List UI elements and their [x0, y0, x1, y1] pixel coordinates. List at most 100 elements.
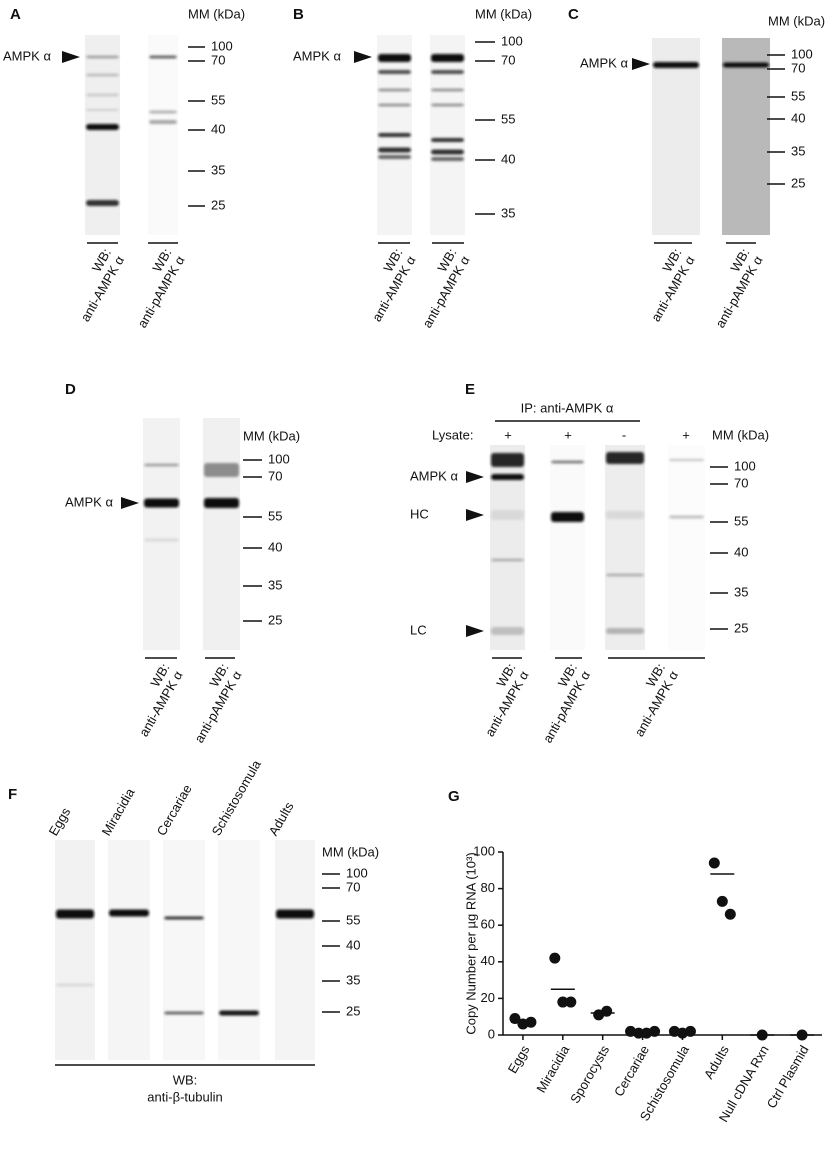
data-point: [565, 996, 577, 1008]
marker-label: 100: [734, 458, 756, 473]
marker-label: 70: [734, 475, 748, 490]
band: [109, 909, 149, 917]
marker-label: 55: [211, 92, 225, 107]
marker-label: 100: [791, 46, 813, 61]
band: [86, 73, 119, 77]
lysate-sign: +: [682, 427, 690, 442]
arrowhead: [632, 58, 650, 70]
mm-title: MM (kDa): [712, 427, 769, 442]
band: [378, 133, 411, 137]
band: [491, 510, 524, 520]
blot-lane: [668, 445, 705, 650]
band: [551, 460, 584, 464]
mm-title: MM (kDa): [243, 428, 300, 443]
band: [86, 109, 119, 111]
data-point: [708, 857, 720, 869]
blot-lane: [218, 840, 260, 1060]
blot-lane: [163, 840, 205, 1060]
panel-label: C: [568, 6, 579, 23]
data-point: [724, 908, 736, 920]
marker-label: 70: [501, 52, 515, 67]
blot-lane: [722, 38, 770, 235]
band: [144, 498, 179, 508]
y-tick-label: 100: [473, 843, 495, 858]
marker-label: 35: [211, 162, 225, 177]
arrow-label: LC: [410, 622, 427, 637]
band: [86, 93, 119, 97]
marker-label: 100: [211, 38, 233, 53]
blot-lane: [430, 35, 465, 235]
arrowhead: [62, 51, 80, 63]
marker-label: 70: [268, 468, 282, 483]
band: [149, 120, 177, 124]
blot-lane: [143, 418, 180, 650]
blot-lane: [55, 840, 95, 1060]
band: [378, 88, 411, 92]
panel-label: F: [8, 786, 17, 803]
x-tick-label: Miracidia: [533, 1042, 572, 1095]
data-point: [549, 952, 561, 964]
data-point: [601, 1005, 613, 1017]
panel-label: D: [65, 381, 76, 398]
y-tick-label: 40: [481, 953, 495, 968]
mm-title: MM (kDa): [188, 6, 245, 21]
marker-label: 35: [268, 577, 282, 592]
band: [204, 498, 239, 508]
band: [431, 88, 464, 92]
lane-label: WB:anti-pAMPK α: [134, 246, 187, 331]
band: [149, 110, 177, 114]
blot-lane: [108, 840, 150, 1060]
blot-lane: [275, 840, 315, 1060]
band: [149, 55, 177, 59]
arrowhead: [466, 625, 484, 637]
marker-label: 40: [268, 539, 282, 554]
marker-label: 100: [501, 33, 523, 48]
arrowhead: [121, 497, 139, 509]
arrow-label: AMPK α: [3, 48, 51, 63]
lane-label: WB:anti-AMPK α: [369, 246, 419, 324]
band: [431, 149, 464, 155]
arrow-label: AMPK α: [410, 468, 458, 483]
band: [378, 54, 411, 62]
lane-label: WB:anti-pAMPK α: [191, 661, 244, 746]
band: [144, 538, 179, 542]
marker-label: 35: [791, 143, 805, 158]
panel-label: G: [448, 788, 460, 805]
mm-title: MM (kDa): [322, 844, 379, 859]
band: [204, 463, 239, 477]
marker-label: 25: [346, 1003, 360, 1018]
blot-lane: [550, 445, 585, 650]
marker-label: 40: [734, 544, 748, 559]
data-point: [509, 1013, 521, 1025]
arrowhead: [354, 51, 372, 63]
lane-label-line: WB:: [173, 1072, 198, 1087]
marker-label: 55: [734, 513, 748, 528]
arrowhead: [466, 509, 484, 521]
x-tick-label: Sporocysts: [567, 1042, 612, 1106]
band: [378, 70, 411, 74]
band: [431, 54, 464, 62]
y-tick-label: 80: [481, 880, 495, 895]
band: [219, 1010, 259, 1016]
lysate-sign: -: [622, 427, 626, 442]
band: [276, 909, 314, 919]
y-axis-title: Copy Number per µg RNA (10³): [463, 852, 478, 1034]
panel-label: A: [10, 6, 21, 23]
marker-label: 35: [346, 972, 360, 987]
stage-label: Cercariae: [154, 782, 195, 838]
x-tick-label: Cercariae: [611, 1043, 652, 1099]
blot-lane: [652, 38, 700, 235]
y-tick-label: 20: [481, 990, 495, 1005]
stage-label: Adults: [266, 799, 297, 838]
marker-label: 25: [791, 175, 805, 190]
marker-label: 25: [268, 612, 282, 627]
marker-label: 35: [501, 205, 515, 220]
x-tick-label: Ctrl Plasmid: [764, 1043, 812, 1111]
marker-label: 25: [211, 197, 225, 212]
band: [491, 453, 524, 467]
panel-label: E: [465, 381, 475, 398]
band: [606, 452, 644, 464]
x-tick-label: Adults: [701, 1042, 732, 1081]
data-point: [557, 996, 569, 1008]
data-point: [716, 895, 728, 907]
